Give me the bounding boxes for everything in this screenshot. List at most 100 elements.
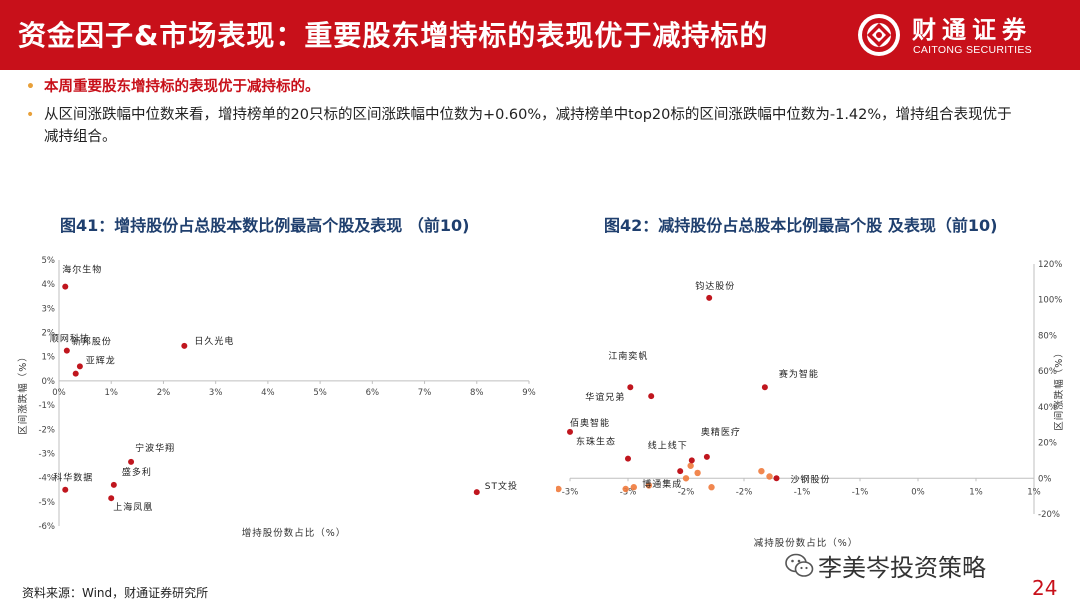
y-tick-label: -4% — [38, 474, 55, 484]
data-point — [688, 457, 695, 464]
x-tick-label: 2% — [157, 388, 171, 398]
data-label: 华谊兄弟 — [585, 391, 625, 403]
x-tick-label: 0% — [911, 487, 925, 497]
y-tick-label: 3% — [42, 304, 56, 314]
data-point-secondary — [682, 475, 690, 482]
data-label: 上海凤凰 — [113, 501, 153, 513]
caitong-logo-icon — [858, 14, 900, 56]
x-axis-title: 减持股份数占比（%） — [754, 537, 859, 549]
y-tick-label: 0% — [1038, 474, 1052, 484]
wechat-icon — [785, 553, 814, 577]
x-tick-label: 1% — [1027, 487, 1041, 497]
bullet-list: • 本周重要股东增持标的表现优于减持标的。 • 从区间涨跌幅中位数来看，增持榜单… — [26, 76, 1026, 154]
x-tick-label: -3% — [620, 487, 637, 497]
x-tick-label: 3% — [209, 388, 223, 398]
x-tick-label: 7% — [418, 388, 432, 398]
data-label: 江南奕帆 — [608, 350, 648, 362]
y-axis-title: 区间涨跌幅（%） — [1053, 347, 1065, 431]
data-label: 科华数据 — [53, 472, 93, 484]
data-point — [62, 486, 69, 493]
source-note: 资料来源：Wind，财通证券研究所 — [22, 586, 209, 600]
y-tick-label: 100% — [1038, 296, 1062, 306]
x-tick-label: -1% — [794, 487, 811, 497]
data-point — [72, 370, 79, 377]
bullet-item: • 本周重要股东增持标的表现优于减持标的。 — [26, 76, 1026, 98]
data-point — [128, 458, 135, 465]
data-point-secondary — [645, 482, 653, 489]
header-banner: 资金因子&市场表现：重要股东增持标的表现优于减持标的 财通证券 CAITONG … — [0, 0, 1080, 70]
data-label: 线上线下 — [648, 439, 688, 451]
page-number: 24 — [1032, 576, 1058, 600]
data-label: 奥精医疗 — [701, 426, 741, 438]
y-tick-label: 40% — [1038, 403, 1057, 413]
data-point — [181, 342, 188, 349]
data-point — [110, 481, 117, 488]
x-axis-title: 增持股份数占比（%） — [242, 527, 347, 539]
x-tick-label: 5% — [313, 388, 327, 398]
logo-chinese-name: 财通证券 — [912, 16, 1032, 44]
bullet-text: 本周重要股东增持标的表现优于减持标的。 — [44, 79, 320, 95]
data-label: ST文投 — [485, 480, 518, 492]
bullet-item: • 从区间涨跌幅中位数来看，增持榜单的20只标的区间涨跌幅中位数为+0.60%，… — [26, 104, 1026, 148]
data-label: 赛为智能 — [779, 368, 819, 380]
brand-logo: 财通证券 CAITONG SECURITIES — [856, 8, 1076, 62]
y-tick-label: -1% — [38, 401, 55, 411]
data-label: 盛多利 — [122, 466, 152, 478]
x-tick-label: 0% — [52, 388, 66, 398]
data-point-secondary — [556, 485, 562, 493]
data-point — [567, 428, 573, 435]
data-point — [677, 468, 684, 475]
y-tick-label: 120% — [1038, 260, 1062, 270]
data-point — [108, 495, 115, 502]
data-point — [773, 475, 780, 482]
data-label: 日久光电 — [194, 335, 234, 347]
y-tick-label: 20% — [1038, 439, 1057, 449]
y-tick-label: 60% — [1038, 367, 1057, 377]
data-point — [473, 489, 480, 496]
y-tick-label: -20% — [1038, 510, 1060, 520]
y-tick-label: 1% — [42, 353, 56, 363]
data-label: 钧达股份 — [695, 280, 735, 292]
bullet-dot-icon: • — [26, 79, 35, 95]
data-point — [625, 455, 631, 462]
data-label: 新邦股份 — [72, 335, 112, 347]
data-label: 沙钢股份 — [790, 473, 830, 485]
data-point-secondary — [630, 484, 637, 491]
data-point-secondary — [687, 462, 694, 469]
data-point — [648, 393, 655, 400]
y-tick-label: -2% — [38, 425, 55, 435]
bullet-text: 从区间涨跌幅中位数来看，增持榜单的20只标的区间涨跌幅中位数为+0.60%，减持… — [44, 107, 1012, 145]
data-point-secondary — [622, 485, 629, 493]
y-tick-label: 0% — [42, 377, 56, 387]
data-point — [627, 384, 634, 391]
x-tick-label: -3% — [562, 487, 579, 497]
data-label: 顺网科技 — [50, 333, 90, 345]
data-label: 海尔生物 — [62, 264, 102, 276]
x-tick-label: -1% — [852, 487, 869, 497]
y-tick-label: -3% — [38, 449, 55, 459]
data-label: 亚辉龙 — [86, 355, 116, 367]
y-tick-label: -6% — [38, 522, 55, 532]
y-tick-label: 5% — [42, 256, 56, 266]
data-point — [703, 453, 710, 460]
data-point-secondary — [708, 484, 715, 491]
x-tick-label: 8% — [470, 388, 484, 398]
data-point-secondary — [694, 469, 701, 477]
page-title: 资金因子&市场表现：重要股东增持标的表现优于减持标的 — [18, 19, 769, 52]
y-tick-label: 4% — [42, 280, 56, 290]
x-tick-label: 4% — [261, 388, 275, 398]
data-point — [761, 384, 768, 391]
x-tick-label: 6% — [366, 388, 380, 398]
data-point — [76, 363, 83, 370]
watermark: 李美岑投资策略 — [818, 554, 986, 582]
x-tick-label: 9% — [522, 388, 536, 398]
logo-english-name: CAITONG SECURITIES — [913, 44, 1032, 56]
x-tick-label: -2% — [678, 487, 695, 497]
data-label: 佰奥智能 — [570, 417, 610, 429]
data-label: 博通集成 — [642, 478, 682, 490]
chart-right-scatter: 120% 100% 80% 60% 40% 20% 0% -20% -3% -3% -2% -2% -1… — [556, 260, 1065, 549]
data-point-secondary — [766, 473, 773, 480]
y-tick-label: -5% — [38, 498, 55, 508]
data-point — [706, 294, 713, 301]
bullet-dot-icon: • — [26, 107, 35, 123]
